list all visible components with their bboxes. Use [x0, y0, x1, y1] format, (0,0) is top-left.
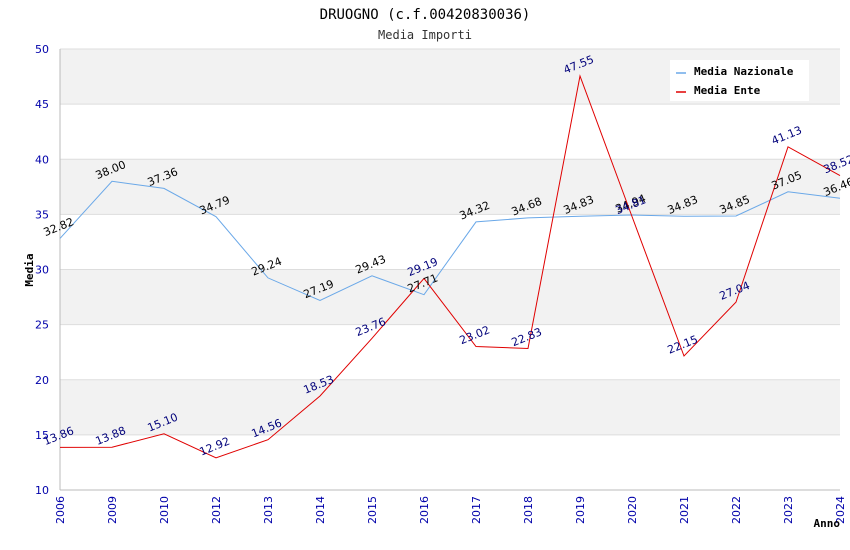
- x-tick-label: 2009: [106, 496, 119, 524]
- x-tick-label: 2019: [574, 496, 587, 524]
- x-tick-label: 2010: [158, 496, 171, 524]
- legend: Media Nazionale Media Ente: [670, 60, 809, 101]
- grid-band: [60, 434, 840, 490]
- y-tick-label: 40: [35, 153, 49, 166]
- x-tick-label: 2017: [470, 496, 483, 524]
- y-tick-label: 10: [35, 484, 49, 497]
- y-tick-label: 25: [35, 319, 49, 332]
- chart-subtitle: Media Importi: [378, 28, 472, 42]
- x-tick-labels: 2006 2009 2010 2012 2013 2014 2015 2016 2017 2018…: [54, 496, 847, 524]
- x-tick-label: 2012: [210, 496, 223, 524]
- grid-bands: [60, 49, 840, 490]
- legend-label-nazionale: Media Nazionale: [694, 65, 794, 78]
- x-tick-label: 2020: [626, 496, 639, 524]
- y-axis-label: Media: [23, 253, 36, 286]
- grid-band: [60, 159, 840, 215]
- legend-box: [670, 60, 809, 101]
- chart-title: DRUOGNO (c.f.00420830036): [320, 7, 531, 23]
- x-tick-label: 2015: [366, 496, 379, 524]
- y-tick-label: 15: [35, 429, 49, 442]
- y-tick-label: 45: [35, 98, 49, 111]
- x-tick-label: 2021: [678, 496, 691, 524]
- series-line-nazionale: [59, 180, 841, 302]
- x-tick-label: 2024: [834, 496, 847, 524]
- x-tick-label: 2022: [730, 496, 743, 524]
- grid-band: [60, 269, 840, 325]
- x-tick-label: 2018: [522, 496, 535, 524]
- grid-band: [60, 104, 840, 160]
- legend-label-ente: Media Ente: [694, 84, 761, 97]
- x-axis-label: Anno: [814, 517, 841, 530]
- x-tick-label: 2016: [418, 496, 431, 524]
- grid-band: [60, 214, 840, 270]
- grid-band: [60, 379, 840, 435]
- series-line-ente: [59, 74, 841, 459]
- x-tick-label: 2014: [314, 496, 327, 524]
- series-lines: [59, 74, 841, 459]
- x-tick-label: 2006: [54, 496, 67, 524]
- y-tick-label: 20: [35, 374, 49, 387]
- x-tick-label: 2013: [262, 496, 275, 524]
- grid-band: [60, 324, 840, 380]
- y-tick-label: 35: [35, 208, 49, 221]
- y-tick-label: 50: [35, 43, 49, 56]
- y-tick-labels: 10 15 20 25 30 35 40 45 50: [35, 43, 49, 497]
- x-tick-label: 2023: [782, 496, 795, 524]
- y-tick-label: 30: [35, 264, 49, 277]
